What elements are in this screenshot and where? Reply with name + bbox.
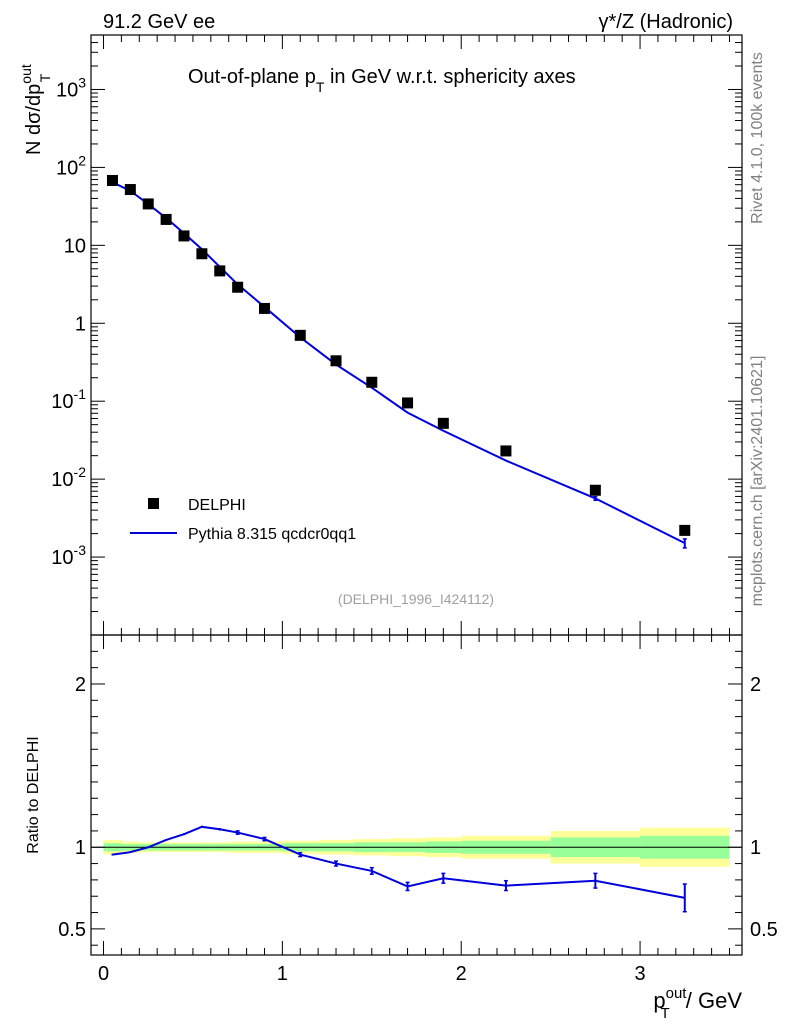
delphi-data-point [679, 524, 691, 536]
delphi-data-point [258, 302, 270, 314]
delphi-data-point [196, 248, 208, 260]
main-y-tick-label: 10-1 [51, 386, 86, 413]
x-tick-label: 0 [98, 963, 109, 985]
delphi-data-point [178, 230, 190, 242]
main-y-tick-label: 1 [75, 313, 86, 335]
ratio-panel: 0.5 0.5 1 1 2 2 0 1 2 3 Ratio to DELPHI pout T / G… [25, 634, 778, 1022]
ratio-data-marks [111, 825, 687, 913]
delphi-data-point [366, 376, 378, 388]
ratio-y-tick-label-left: 0.5 [58, 919, 86, 941]
main-y-tick-label: 10-2 [51, 464, 86, 491]
main-y-tick-label: 103 [56, 74, 86, 101]
x-tick-label: 3 [634, 963, 645, 985]
main-axis-ticks: 10-3 10-2 1 10-1 10 102 103 [51, 34, 742, 636]
main-panel: Out-of-plane pT in GeV w.r.t. sphericity… [18, 34, 743, 636]
legend: DELPHI Pythia 8.315 qcdcr0qq1 [130, 497, 356, 543]
delphi-data-point [330, 355, 342, 367]
main-y-axis-label: N dσ/dpout T [18, 64, 53, 155]
header-process-label: γ*/Z (Hadronic) [599, 11, 733, 33]
ratio-y-tick-label-right: 2 [750, 674, 761, 696]
ratio-y-tick-label-right: 0.5 [750, 919, 778, 941]
main-title: Out-of-plane pT in GeV w.r.t. sphericity… [188, 66, 576, 95]
analysis-watermark: (DELPHI_1996_I424112) [338, 591, 494, 607]
main-y-tick-label: 102 [56, 152, 86, 179]
delphi-data-point [589, 484, 601, 496]
x-tick-label: 1 [277, 963, 288, 985]
ratio-y-tick-label-left: 2 [75, 674, 86, 696]
delphi-data-point [160, 213, 172, 225]
ratio-panel-frame [90, 634, 743, 956]
delphi-data-point [437, 417, 449, 429]
main-panel-frame [90, 34, 743, 636]
x-axis-label: pout T / GeV [653, 985, 742, 1022]
delphi-data-point [232, 281, 244, 293]
legend-marker-delphi [148, 498, 159, 509]
main-y-tick-label: 10-3 [51, 542, 86, 569]
main-data-marks [106, 174, 691, 549]
ratio-axis-ticks: 0.5 0.5 1 1 2 2 0 1 2 3 [58, 635, 778, 985]
mcplots-url-label: mcplots.cern.ch [arXiv:2401.10621] [749, 356, 766, 607]
delphi-data-point [402, 397, 414, 409]
delphi-data-point [142, 198, 154, 210]
rivet-version-label: Rivet 4.1.0, 100k events [749, 52, 766, 224]
main-y-tick-label: 10 [64, 235, 86, 257]
delphi-data-point [106, 174, 118, 186]
x-tick-label: 2 [456, 963, 467, 985]
delphi-data-point [214, 265, 226, 277]
ratio-y-axis-label: Ratio to DELPHI [25, 736, 42, 853]
header-energy-label: 91.2 GeV ee [103, 11, 215, 33]
delphi-data-point [500, 445, 512, 457]
legend-label-pythia: Pythia 8.315 qcdcr0qq1 [188, 526, 356, 543]
delphi-data-point [124, 184, 136, 196]
delphi-data-point [294, 329, 306, 341]
legend-label-delphi: DELPHI [188, 497, 246, 514]
ratio-y-tick-label-left: 1 [75, 837, 86, 859]
ratio-y-tick-label-right: 1 [750, 837, 761, 859]
